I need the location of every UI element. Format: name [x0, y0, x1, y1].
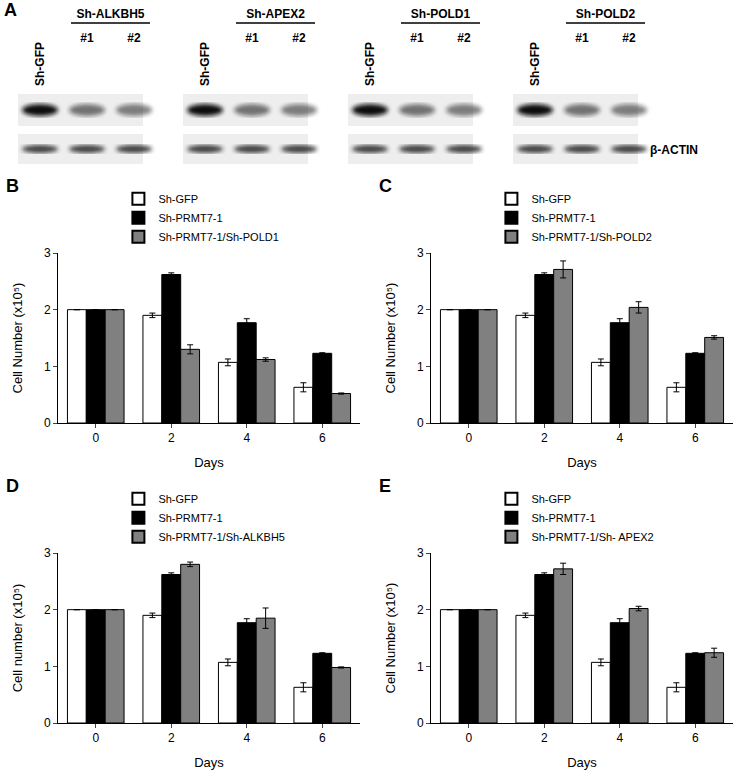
svg-text:Sh-POLD2: Sh-POLD2: [576, 7, 636, 21]
svg-text:2: 2: [541, 431, 548, 445]
svg-text:Days: Days: [194, 455, 224, 470]
svg-text:Sh-PRMT7-1/Sh- APEX2: Sh-PRMT7-1/Sh- APEX2: [531, 531, 653, 543]
svg-text:2: 2: [417, 603, 424, 617]
svg-text:6: 6: [319, 731, 326, 745]
svg-text:Sh-GFP: Sh-GFP: [198, 42, 212, 86]
html-text:E: E: [379, 476, 391, 496]
svg-text:Cell number (x10⁵): Cell number (x10⁵): [10, 584, 25, 693]
svg-text:Sh-POLD1: Sh-POLD1: [411, 7, 471, 21]
svg-text:Sh-ALKBH5: Sh-ALKBH5: [77, 7, 145, 21]
svg-text:#2: #2: [457, 31, 471, 45]
svg-text:0: 0: [44, 416, 51, 430]
svg-text:Sh-GFP: Sh-GFP: [531, 493, 571, 505]
svg-text:4: 4: [616, 731, 623, 745]
svg-text:4: 4: [616, 431, 623, 445]
svg-text:2: 2: [44, 303, 51, 317]
svg-text:1: 1: [417, 660, 424, 674]
svg-text:0: 0: [465, 431, 472, 445]
svg-text:6: 6: [692, 431, 699, 445]
svg-text:2: 2: [541, 731, 548, 745]
svg-text:Sh-APEX2: Sh-APEX2: [246, 7, 305, 21]
svg-text:0: 0: [417, 416, 424, 430]
svg-text:6: 6: [692, 731, 699, 745]
svg-text:2: 2: [417, 303, 424, 317]
svg-text:Sh-GFP: Sh-GFP: [531, 193, 571, 205]
svg-text:0: 0: [44, 716, 51, 730]
svg-text:0: 0: [92, 731, 99, 745]
svg-text:#1: #1: [80, 31, 94, 45]
svg-text:A: A: [4, 0, 17, 20]
svg-text:#1: #1: [245, 31, 259, 45]
svg-text:#2: #2: [127, 31, 141, 45]
svg-text:Days: Days: [194, 755, 224, 770]
svg-text:Sh-PRMT7-1: Sh-PRMT7-1: [158, 512, 222, 524]
svg-text:Sh-GFP: Sh-GFP: [33, 42, 47, 86]
svg-text:β-ACTIN: β-ACTIN: [650, 143, 698, 157]
svg-text:0: 0: [417, 716, 424, 730]
svg-text:Cell Number (x10⁵): Cell Number (x10⁵): [383, 583, 398, 694]
svg-text:Sh-PRMT7-1/Sh-ALKBH5: Sh-PRMT7-1/Sh-ALKBH5: [158, 531, 285, 543]
svg-text:Sh-PRMT7-1: Sh-PRMT7-1: [158, 212, 222, 224]
svg-text:1: 1: [44, 660, 51, 674]
svg-text:#1: #1: [410, 31, 424, 45]
svg-text:Sh-GFP: Sh-GFP: [363, 42, 377, 86]
svg-text:#1: #1: [575, 31, 589, 45]
svg-text:Days: Days: [567, 455, 597, 470]
html-text:C: C: [379, 176, 392, 196]
svg-text:2: 2: [44, 603, 51, 617]
svg-text:Cell Number (x10⁵): Cell Number (x10⁵): [383, 283, 398, 394]
svg-text:Sh-GFP: Sh-GFP: [158, 493, 198, 505]
svg-text:1: 1: [44, 360, 51, 374]
svg-text:3: 3: [417, 246, 424, 260]
html-text:D: D: [6, 476, 19, 496]
svg-text:#2: #2: [292, 31, 306, 45]
svg-text:Days: Days: [567, 755, 597, 770]
svg-text:Sh-PRMT7-1: Sh-PRMT7-1: [531, 512, 595, 524]
svg-text:#2: #2: [622, 31, 636, 45]
svg-text:Sh-PRMT7-1: Sh-PRMT7-1: [531, 212, 595, 224]
svg-text:6: 6: [319, 431, 326, 445]
svg-text:4: 4: [243, 431, 250, 445]
svg-text:1: 1: [417, 360, 424, 374]
svg-text:4: 4: [243, 731, 250, 745]
svg-text:Cell Number (x10⁵): Cell Number (x10⁵): [10, 283, 25, 394]
svg-text:Sh-GFP: Sh-GFP: [528, 42, 542, 86]
svg-text:Sh-GFP: Sh-GFP: [158, 193, 198, 205]
svg-text:0: 0: [465, 731, 472, 745]
svg-text:0: 0: [92, 431, 99, 445]
svg-text:Sh-PRMT7-1/Sh-POLD1: Sh-PRMT7-1/Sh-POLD1: [158, 231, 278, 243]
svg-text:3: 3: [417, 546, 424, 560]
svg-text:2: 2: [168, 431, 175, 445]
html-text:B: B: [6, 176, 19, 196]
svg-text:3: 3: [44, 546, 51, 560]
svg-text:3: 3: [44, 246, 51, 260]
svg-text:2: 2: [168, 731, 175, 745]
svg-text:Sh-PRMT7-1/Sh-POLD2: Sh-PRMT7-1/Sh-POLD2: [531, 231, 651, 243]
